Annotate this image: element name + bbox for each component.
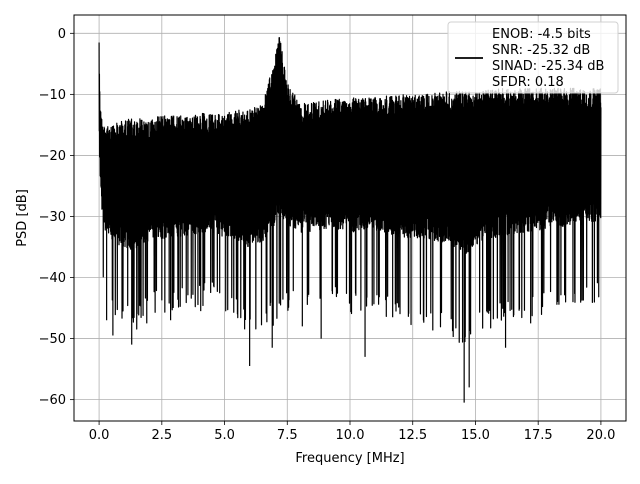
x-tick-label: 17.5: [524, 428, 553, 443]
x-tick-label: 7.5: [277, 428, 298, 443]
x-tick-label: 12.5: [398, 428, 427, 443]
y-tick-label: −30: [39, 210, 66, 225]
y-tick-label: −60: [39, 393, 66, 408]
x-axis-label: Frequency [MHz]: [295, 451, 404, 466]
trace-layer: [98, 37, 602, 403]
y-tick-label: −20: [39, 149, 66, 164]
legend-enob: ENOB: -4.5 bits: [492, 27, 591, 42]
x-tick-label: 5.0: [214, 428, 235, 443]
legend-snr: SNR: -25.32 dB: [492, 43, 590, 58]
legend-sfdr: SFDR: 0.18: [492, 75, 564, 90]
y-tick-label: −40: [39, 271, 66, 286]
x-tick-label: 2.5: [151, 428, 172, 443]
y-axis-label: PSD [dB]: [15, 189, 30, 247]
legend-box: [447, 21, 619, 94]
x-tick-label: 10.0: [336, 428, 365, 443]
x-tick-label: 0.0: [89, 428, 110, 443]
y-tick-label: −10: [39, 88, 66, 103]
y-tick-label: 0: [58, 27, 66, 42]
x-tick-label: 20.0: [586, 428, 615, 443]
psd-trace-line: [98, 37, 602, 403]
legend: ENOB: -4.5 bits SNR: -25.32 dB SINAD: -2…: [447, 21, 619, 94]
x-tick-label: 15.0: [461, 428, 490, 443]
tick-layer: 0.0 2.5 5.0 7.5 10.0 12.5 15.0 17.5 20.0 0 −10 −20 −…: [39, 27, 616, 443]
legend-sinad: SINAD: -25.34 dB: [492, 59, 604, 74]
y-tick-label: −50: [39, 332, 66, 347]
